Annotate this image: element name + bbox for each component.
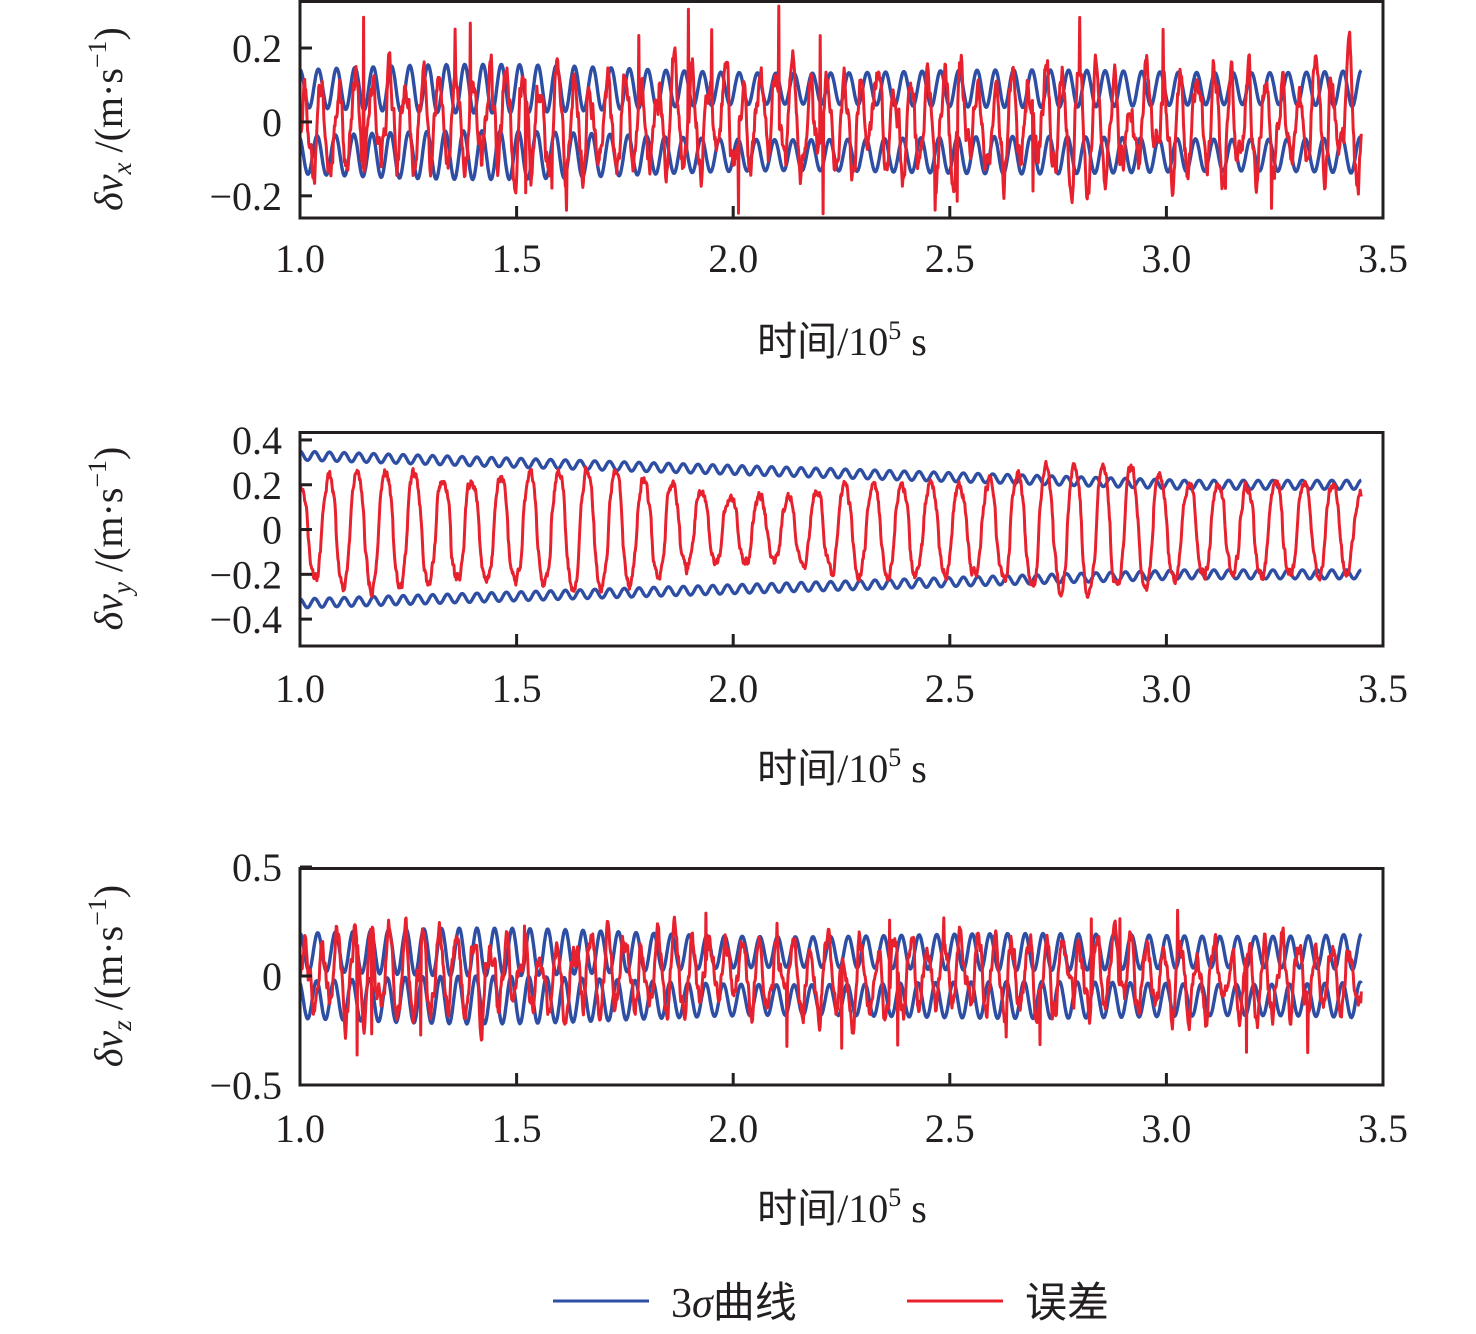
error-curve-vx bbox=[300, 4, 1363, 216]
y-axis-title: δvy /(m·s−1) bbox=[83, 447, 137, 631]
legend-label-suffix: 误差 bbox=[1025, 1281, 1109, 1327]
legend-label: 误差 bbox=[1025, 1281, 1109, 1327]
y-tick-label: 0.4 bbox=[232, 418, 282, 463]
x-tick-label: 3.5 bbox=[1358, 666, 1408, 711]
x-axis-title-unit: s bbox=[901, 746, 927, 791]
legend: 3σ曲线 误差 bbox=[553, 1281, 1109, 1327]
x-tick-label: 1.0 bbox=[275, 666, 325, 711]
x-axis-title-unit: s bbox=[901, 319, 927, 364]
x-axis-title-text: 时间/10 bbox=[757, 319, 888, 364]
x-tick-label: 1.5 bbox=[492, 666, 542, 711]
x-axis-title-sup: 5 bbox=[888, 743, 901, 772]
legend-item: 误差 bbox=[907, 1281, 1109, 1327]
y-axis-title-unit: /(m·s bbox=[86, 68, 131, 162]
legend-item: 3σ曲线 bbox=[553, 1281, 797, 1327]
legend-label-symbol: σ bbox=[692, 1281, 715, 1327]
y-axis-title-unit: /(m·s bbox=[86, 926, 131, 1020]
x-tick-label: 3.5 bbox=[1358, 1106, 1408, 1151]
y-tick-label: 0.2 bbox=[232, 463, 282, 508]
x-tick-label: 3.0 bbox=[1141, 1106, 1191, 1151]
y-axis-title: δvz /(m·s−1) bbox=[83, 885, 137, 1067]
x-tick-label: 2.5 bbox=[925, 666, 975, 711]
sigma-curve-vy-upper bbox=[300, 449, 1363, 491]
y-axis-title-sub: z bbox=[107, 1020, 137, 1032]
x-tick-label: 1.0 bbox=[275, 1106, 325, 1151]
x-axis-title: 时间/105 s bbox=[757, 1183, 927, 1231]
y-axis-title-close: ) bbox=[86, 27, 131, 40]
error-curve-vz bbox=[300, 908, 1363, 1057]
y-axis-title-sup: −1 bbox=[83, 40, 112, 68]
x-tick-label: 1.5 bbox=[492, 1106, 542, 1151]
plot-frame-vy bbox=[298, 431, 1385, 648]
x-tick-label: 1.5 bbox=[492, 236, 542, 281]
panel-vy: 1.0 1.5 2.0 2.5 3.0 3.5 −0.4−0.200.20.4 时间/105 … bbox=[83, 418, 1408, 791]
x-tick-label: 2.5 bbox=[925, 236, 975, 281]
error-curve-vy bbox=[300, 459, 1363, 599]
legend-label-suffix: 曲线 bbox=[713, 1281, 797, 1327]
x-axis-title-text: 时间/10 bbox=[757, 746, 888, 791]
legend-label-prefix: 3 bbox=[671, 1281, 692, 1327]
y-axis-title-symbol: δv bbox=[86, 174, 131, 211]
sigma-curve-vy-lower bbox=[300, 568, 1363, 610]
y-tick-label: 0 bbox=[262, 954, 282, 999]
x-tick-label: 3.0 bbox=[1141, 236, 1191, 281]
sigma-curve-vx-lower bbox=[300, 129, 1363, 182]
x-axis-title: 时间/105 s bbox=[757, 316, 927, 364]
y-tick-label: 0 bbox=[262, 100, 282, 145]
y-axis-title-sub: y bbox=[107, 582, 137, 597]
x-axis-title: 时间/105 s bbox=[757, 743, 927, 791]
x-axis-title-sup: 5 bbox=[888, 1183, 901, 1212]
y-axis-title-sub: x bbox=[107, 163, 137, 176]
panel-vx: 1.0 1.5 2.0 2.5 3.0 3.5 −0.2 0 0.2 时间/105 s δvx /(… bbox=[83, 0, 1408, 364]
y-axis-title: δvx /(m·s−1) bbox=[83, 27, 137, 211]
x-tick-label: 2.5 bbox=[925, 1106, 975, 1151]
x-tick-label: 3.0 bbox=[1141, 666, 1191, 711]
x-tick-label: 1.0 bbox=[275, 236, 325, 281]
x-tick-label: 2.0 bbox=[708, 666, 758, 711]
y-tick-label: −0.2 bbox=[209, 174, 282, 219]
x-axis-title-text: 时间/10 bbox=[757, 1186, 888, 1231]
y-axis-title-symbol: δv bbox=[86, 594, 131, 631]
legend-label: 3σ曲线 bbox=[671, 1281, 797, 1327]
y-tick-label: 0 bbox=[262, 508, 282, 553]
y-tick-label: −0.5 bbox=[209, 1063, 282, 1108]
y-axis-title-symbol: δv bbox=[86, 1031, 131, 1068]
y-axis-title-sup: −1 bbox=[83, 898, 112, 926]
plot-frame-vx bbox=[298, 0, 1385, 220]
y-axis-title-sup: −1 bbox=[83, 460, 112, 488]
y-tick-label: 0.2 bbox=[232, 26, 282, 71]
x-axis-title-sup: 5 bbox=[888, 316, 901, 345]
x-tick-label: 3.5 bbox=[1358, 236, 1408, 281]
panel-vz: 1.0 1.5 2.0 2.5 3.0 3.5 −0.5 0 0.5 时间/105 s δvz /(… bbox=[83, 845, 1408, 1231]
y-tick-label: 0.5 bbox=[232, 845, 282, 890]
y-axis-title-close: ) bbox=[86, 447, 131, 460]
x-axis-title-unit: s bbox=[901, 1186, 927, 1231]
y-axis-title-close: ) bbox=[86, 885, 131, 898]
x-tick-label: 2.0 bbox=[708, 1106, 758, 1151]
y-axis-title-unit: /(m·s bbox=[86, 488, 131, 582]
y-tick-label: −0.2 bbox=[209, 552, 282, 597]
y-tick-label: −0.4 bbox=[209, 597, 282, 642]
x-tick-label: 2.0 bbox=[708, 236, 758, 281]
